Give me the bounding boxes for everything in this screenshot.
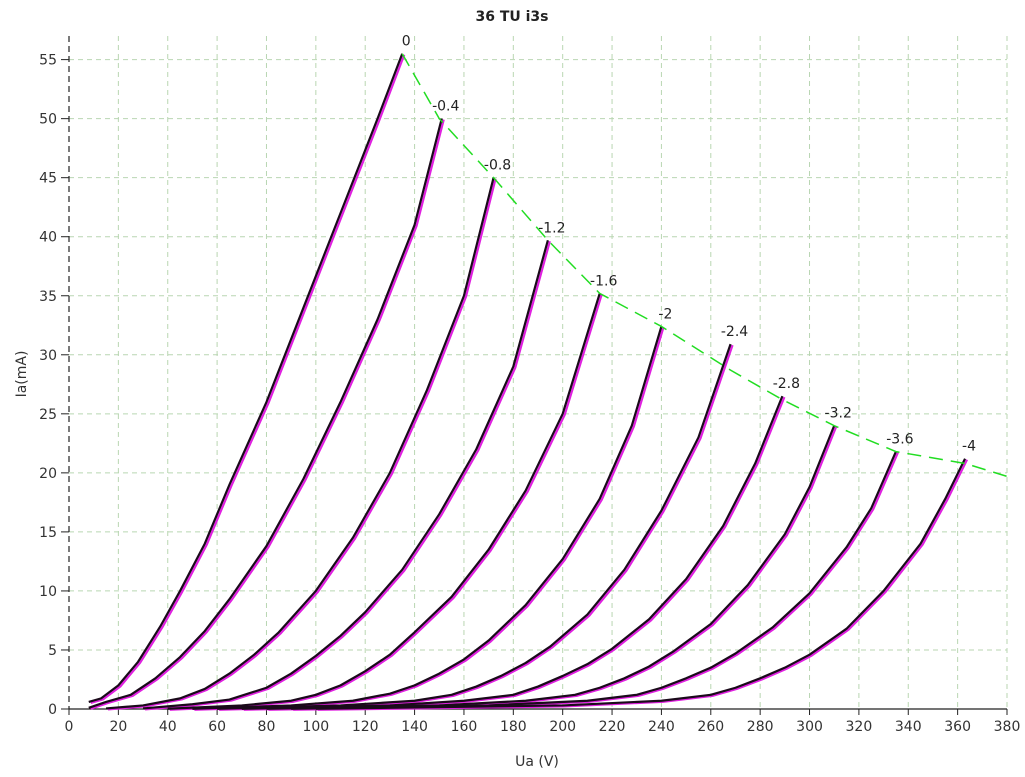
- x-tick-label: 380: [994, 719, 1021, 735]
- measured-curve-3: [142, 239, 549, 710]
- curve-label-10: -4: [962, 439, 976, 455]
- x-tick-label: 160: [451, 719, 478, 735]
- model-curve-6: [219, 344, 734, 711]
- curve-label-0: 0: [402, 34, 411, 50]
- measured-curve-1: [88, 118, 443, 709]
- measured-curve-8: [266, 425, 836, 710]
- x-tick-label: 360: [944, 719, 971, 735]
- model-curve-10: [317, 459, 969, 711]
- model-curve-2: [107, 178, 497, 711]
- curve-label-7: -2.8: [773, 376, 800, 392]
- x-tick-label: 40: [159, 719, 177, 735]
- measured-curve-2: [105, 177, 495, 710]
- x-tick-label: 320: [846, 719, 873, 735]
- x-tick-label: 260: [697, 719, 724, 735]
- x-tick-label: 100: [302, 719, 329, 735]
- curve-label-9: -3.6: [886, 432, 913, 448]
- measured-curve-5: [192, 326, 663, 710]
- curve-label-4: -1.6: [590, 273, 617, 289]
- measured-curve-9: [291, 451, 897, 710]
- model-curve-7: [243, 396, 786, 711]
- measured-curve-7: [241, 395, 784, 710]
- curve-label-5: -2: [658, 306, 672, 322]
- x-tick-label: 20: [109, 719, 127, 735]
- x-tick-label: 140: [401, 719, 428, 735]
- y-tick-label: 25: [39, 407, 57, 423]
- x-tick-label: 120: [352, 719, 379, 735]
- chart-title: 36 TU i3s: [475, 9, 548, 25]
- x-tick-label: 280: [747, 719, 774, 735]
- x-tick-label: 200: [549, 719, 576, 735]
- model-curve-5: [194, 327, 665, 711]
- model-curve-8: [268, 426, 838, 711]
- y-tick-label: 20: [39, 466, 57, 482]
- x-tick-label: 300: [796, 719, 823, 735]
- measured-curve-6: [217, 343, 732, 710]
- y-axis-title: Ia(mA): [14, 351, 30, 398]
- y-tick-label: 40: [39, 230, 57, 246]
- x-tick-label: 340: [895, 719, 922, 735]
- model-curve-0: [90, 54, 406, 704]
- curve-label-2: -0.8: [484, 158, 511, 174]
- y-tick-label: 10: [39, 584, 57, 600]
- max-dissipation-curve: [401, 53, 1008, 478]
- measured-curve-4: [167, 293, 601, 710]
- measured-curve-10: [315, 458, 967, 710]
- x-tick-label: 80: [258, 719, 276, 735]
- curve-label-8: -3.2: [825, 406, 852, 422]
- x-tick-label: 240: [648, 719, 675, 735]
- y-tick-label: 15: [39, 525, 57, 541]
- x-tick-label: 60: [208, 719, 226, 735]
- y-tick-label: 30: [39, 348, 57, 364]
- max-dissipation-line: [401, 53, 1008, 478]
- model-curve-1: [90, 119, 445, 710]
- model-curve-9: [293, 452, 899, 711]
- curve-label-6: -2.4: [721, 324, 748, 340]
- y-tick-label: 50: [39, 112, 57, 128]
- y-tick-label: 45: [39, 171, 57, 187]
- model-curve-3: [144, 240, 551, 711]
- curve-label-3: -1.2: [538, 220, 565, 236]
- x-axis-title: Ua (V): [515, 754, 559, 770]
- y-tick-labels: 0 5 10 15 20 25 30 35 40 45 50 55: [39, 53, 57, 718]
- x-tick-label: 180: [500, 719, 527, 735]
- curve-labels: 0 -0.4 -0.8 -1.2 -1.6 -2 -2.4 -2.8 -3.2 -3.6 -4: [402, 34, 976, 455]
- x-tick-labels: 0 20 40 60 80 100 120 140 160 180 200 220 240 260 280 3…: [65, 719, 1021, 735]
- y-tick-label: 0: [48, 702, 57, 718]
- model-curve-4: [169, 294, 603, 711]
- y-tick-label: 55: [39, 53, 57, 69]
- x-tick-label: 220: [599, 719, 626, 735]
- measured-curve-0: [88, 53, 404, 703]
- plate-curves: [88, 53, 969, 711]
- x-tick-label: 0: [65, 719, 74, 735]
- y-tick-label: 35: [39, 289, 57, 305]
- curve-label-1: -0.4: [432, 99, 459, 115]
- y-tick-label: 5: [48, 643, 57, 659]
